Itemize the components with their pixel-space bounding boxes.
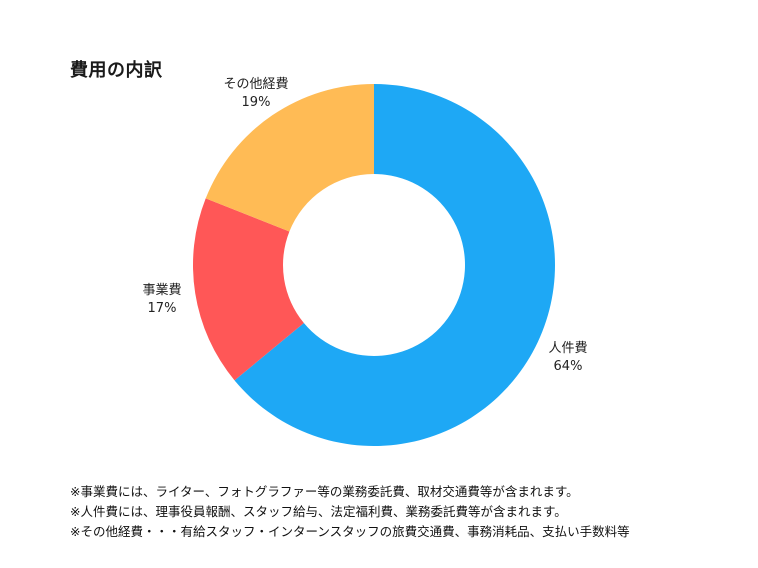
slice-label-name: その他経費 (223, 77, 289, 92)
slice-label-value: 19% (241, 95, 271, 110)
donut-slice-1 (193, 198, 304, 381)
donut-slice-2 (205, 84, 374, 232)
slice-label-name: 人件費 (548, 341, 588, 356)
chart-title: 費用の内訳 (70, 60, 163, 81)
slice-label-value: 64% (553, 359, 583, 374)
footnote: ※人件費には、理事役員報酬、スタッフ給与、法定福利費、業務委託費等が含まれます。 (70, 504, 567, 519)
slice-label-name: 事業費 (142, 283, 182, 298)
footnote: ※その他経費・・・有給スタッフ・インターンスタッフの旅費交通費、事務消耗品、支払… (70, 524, 630, 539)
slice-label-value: 17% (147, 301, 177, 316)
slice-label-jinkenhi: 人件費 64% (548, 340, 587, 376)
footnotes: ※事業費には、ライター、フォトグラファー等の業務委託費、取材交通費等が含まれます… (70, 482, 630, 542)
donut-slice-0 (234, 84, 555, 447)
footnote: ※事業費には、ライター、フォトグラファー等の業務委託費、取材交通費等が含まれます… (70, 484, 579, 499)
slice-label-jigyouhi: 事業費 17% (142, 282, 181, 318)
slice-label-sonota: その他経費 19% (223, 76, 288, 112)
